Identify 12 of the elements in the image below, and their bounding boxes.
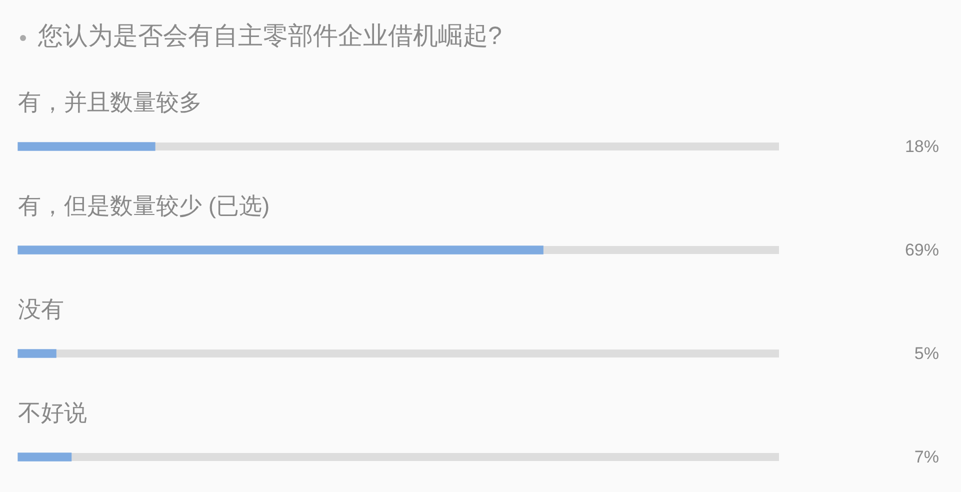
data-label: 7% — [914, 448, 939, 467]
bar — [18, 142, 156, 151]
data-label: 5% — [914, 344, 939, 364]
y-tick-label: 不好说 — [18, 399, 87, 426]
y-tick-label: 有，并且数量较多 — [18, 88, 202, 115]
bar — [18, 349, 56, 358]
data-label: 69% — [904, 240, 939, 260]
bar — [18, 452, 72, 462]
y-tick-label: 没有 — [18, 296, 64, 322]
chart-title: 您认为是否会有自主零部件企业借机崛起? — [38, 21, 502, 51]
y-tick-label: 有，但是数量较少 (已选) — [18, 192, 270, 218]
data-label: 18% — [904, 137, 939, 156]
